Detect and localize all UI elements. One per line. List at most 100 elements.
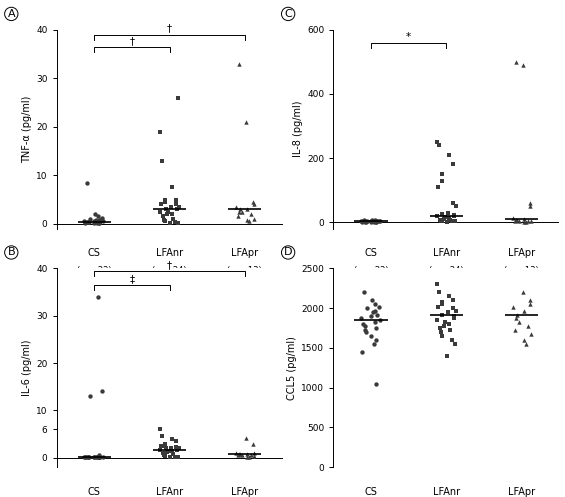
Point	[444, 214, 453, 222]
Point	[434, 288, 443, 296]
Point	[234, 60, 244, 68]
Text: †: †	[167, 24, 172, 34]
Point	[163, 448, 172, 456]
Point	[512, 311, 521, 319]
Point	[449, 211, 458, 219]
Point	[525, 199, 534, 207]
Point	[375, 303, 384, 311]
Point	[369, 218, 378, 226]
Point	[166, 219, 175, 227]
Point	[449, 312, 458, 320]
Point	[94, 293, 103, 301]
Point	[172, 205, 181, 213]
Point	[81, 453, 90, 461]
Point	[451, 307, 460, 315]
Point	[369, 217, 378, 225]
Point	[451, 202, 460, 210]
Point	[90, 217, 99, 225]
Point	[94, 219, 103, 227]
Point	[238, 451, 247, 459]
Text: (n = 22): (n = 22)	[354, 266, 388, 275]
Point	[173, 453, 182, 461]
Point	[98, 388, 107, 396]
Text: †: †	[129, 36, 134, 46]
Point	[171, 195, 180, 203]
Point	[157, 432, 166, 440]
Point	[526, 217, 535, 225]
Point	[160, 217, 170, 225]
Point	[518, 288, 527, 296]
Point	[93, 453, 102, 461]
Point	[445, 216, 454, 224]
Point	[369, 340, 378, 348]
Point	[245, 453, 254, 461]
Point	[438, 170, 447, 178]
Point	[371, 336, 380, 344]
Point	[372, 218, 381, 226]
Point	[96, 453, 105, 461]
Point	[95, 453, 104, 461]
Point	[155, 425, 164, 433]
Point	[444, 308, 453, 316]
Point	[249, 449, 258, 457]
Point	[526, 300, 535, 308]
Point	[450, 217, 459, 225]
Point	[161, 195, 170, 203]
Point	[432, 212, 441, 220]
Point	[511, 315, 520, 323]
Point	[161, 442, 170, 450]
Point	[95, 218, 104, 226]
Point	[515, 217, 524, 225]
Text: D: D	[284, 248, 293, 257]
Text: (n = 24): (n = 24)	[152, 266, 187, 275]
Point	[234, 208, 243, 216]
Point	[161, 198, 170, 206]
Point	[436, 217, 445, 225]
Point	[241, 434, 250, 442]
Point	[84, 453, 93, 461]
Point	[371, 218, 380, 226]
Point	[231, 449, 240, 457]
Point	[92, 216, 101, 224]
Point	[84, 218, 93, 226]
Point	[436, 328, 445, 336]
Point	[83, 453, 92, 461]
Point	[172, 200, 181, 208]
Point	[173, 94, 182, 102]
Point	[80, 453, 89, 461]
Point	[447, 217, 456, 225]
Text: †: †	[167, 260, 172, 270]
Point	[90, 453, 99, 461]
Point	[448, 161, 457, 168]
Point	[249, 215, 258, 223]
Text: B: B	[7, 248, 15, 257]
Text: LFApr: LFApr	[231, 248, 258, 258]
Point	[157, 200, 166, 208]
Point	[438, 298, 447, 306]
Point	[372, 217, 381, 225]
Point	[357, 218, 366, 226]
Point	[508, 214, 517, 222]
Point	[172, 446, 181, 454]
Point	[440, 322, 449, 330]
Point	[449, 304, 458, 312]
Text: C: C	[284, 9, 292, 19]
Point	[434, 141, 443, 149]
Point	[361, 328, 370, 336]
Point	[519, 336, 528, 344]
Point	[175, 444, 184, 452]
Point	[449, 199, 458, 207]
Point	[163, 210, 172, 218]
Point	[438, 176, 447, 184]
Point	[521, 340, 531, 348]
Point	[367, 216, 376, 224]
Point	[248, 198, 257, 206]
Point	[85, 215, 94, 223]
Point	[373, 217, 382, 225]
Point	[372, 324, 381, 332]
Point	[360, 217, 369, 225]
Point	[375, 316, 384, 324]
Point	[95, 219, 104, 227]
Point	[526, 202, 535, 210]
Point	[523, 322, 532, 330]
